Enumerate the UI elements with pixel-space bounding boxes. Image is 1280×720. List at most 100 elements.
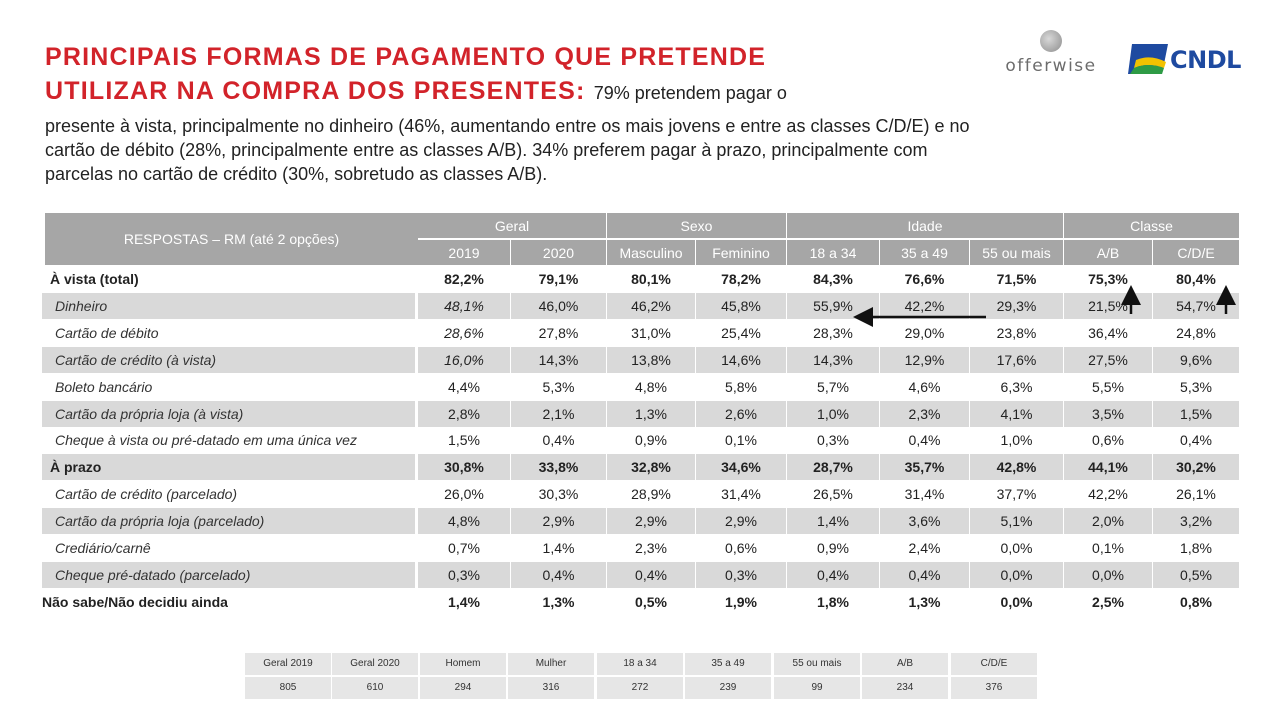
base-label: 18 a 34 xyxy=(597,653,683,675)
table-row: Cheque pré-datado (parcelado) 0,3% 0,4% 0,4… xyxy=(42,561,1242,588)
base-label: Mulher xyxy=(508,653,594,675)
table-cell: 6,3% xyxy=(1000,378,1033,395)
table-cell: 5,7% xyxy=(817,378,849,395)
table-cell: 0,3% xyxy=(696,561,786,588)
table-cell: 1,0% xyxy=(1000,432,1033,449)
table-cell: 4,1% xyxy=(970,400,1063,427)
base-value: 316 xyxy=(508,677,594,699)
row-label: Cartão da própria loja (à vista) xyxy=(55,405,244,422)
table-cell: 71,5% xyxy=(996,271,1037,287)
table-cell: 80,1% xyxy=(631,271,671,287)
table-cell: 31,4% xyxy=(721,486,761,503)
table-row: Cartão de crédito (parcelado) 26,0% 30,3% 2… xyxy=(42,481,1242,507)
table-cell: 0,5% xyxy=(635,593,667,610)
row-label-background xyxy=(42,292,415,319)
group-header-classe: Classe xyxy=(1064,213,1239,238)
table-cell: 29,0% xyxy=(904,324,945,341)
table-cell: 4,4% xyxy=(448,378,480,395)
table-cell: 0,8% xyxy=(1180,593,1212,610)
table-row: Cheque à vista ou pré-datado em uma únic… xyxy=(42,427,1242,453)
table-row: Dinheiro 48,1% 46,0% 46,2% 45,8% 55,9% 42,2% 29… xyxy=(42,292,1242,319)
table-cell: 0,0% xyxy=(1000,540,1033,556)
title-line-2-lead: 79% pretendem pagar o xyxy=(593,83,787,103)
table-cell: 42,8% xyxy=(970,454,1063,481)
group-header-idade: Idade xyxy=(787,213,1063,238)
table-cell: 14,6% xyxy=(696,346,786,373)
table-cell: 2,1% xyxy=(511,400,606,427)
table-cell: 48,1% xyxy=(418,292,510,319)
row-label-background xyxy=(42,454,415,481)
table-cell: 1,4% xyxy=(448,593,480,610)
base-value: 610 xyxy=(332,677,418,699)
table-cell: 37,7% xyxy=(996,486,1037,503)
row-label-background xyxy=(42,508,415,535)
table-cell: 80,4% xyxy=(1176,271,1216,287)
table-cell: 9,6% xyxy=(1153,346,1239,373)
table-row: Cartão da própria loja (à vista) 2,8% 2,1%… xyxy=(42,400,1242,427)
table-cell: 45,8% xyxy=(696,292,786,319)
base-value: 234 xyxy=(862,677,948,699)
offerwise-logo-text: offerwise xyxy=(1005,56,1097,76)
row-label: Crediário/carnê xyxy=(55,540,151,556)
table-cell: 2,3% xyxy=(635,540,667,556)
table-cell: 0,1% xyxy=(725,432,757,449)
table-cell: 78,2% xyxy=(721,271,761,287)
table-cell: 5,1% xyxy=(970,508,1063,535)
table-cell: 31,0% xyxy=(631,324,671,341)
table-cell: 2,5% xyxy=(1092,593,1124,610)
row-label: Dinheiro xyxy=(55,297,108,314)
table-row: Crediário/carnê 0,7% 1,4% 2,3% 0,6% 0,9% 2,4% 0… xyxy=(42,535,1242,561)
table-cell: 5,3% xyxy=(1180,378,1212,395)
base-value: 294 xyxy=(420,677,506,699)
table-cell: 46,2% xyxy=(607,292,695,319)
row-label: Boleto bancário xyxy=(55,378,153,395)
cndl-emblem-icon xyxy=(1128,44,1168,74)
table-cell: 1,3% xyxy=(908,593,941,610)
table-row: Cartão de crédito (à vista) 16,0% 14,3% 13,… xyxy=(42,346,1242,373)
base-value: 805 xyxy=(245,677,331,699)
table-cell: 0,3% xyxy=(817,432,849,449)
title-body: presente à vista, principalmente no dinh… xyxy=(45,116,970,184)
row-label: Cartão de crédito (à vista) xyxy=(55,351,217,368)
table-cell: 2,9% xyxy=(696,508,786,535)
title-line-2-heading: UTILIZAR NA COMPRA DOS PRESENTES: xyxy=(45,77,586,105)
base-label: Geral 2019 xyxy=(245,653,331,675)
base-label: C/D/E xyxy=(951,653,1037,675)
row-label: Cartão de crédito (parcelado) xyxy=(55,486,238,503)
globe-icon xyxy=(1040,30,1062,52)
table-cell: 42,2% xyxy=(1088,486,1128,503)
row-label: À prazo xyxy=(50,459,102,476)
table-cell: 25,4% xyxy=(721,324,761,341)
table-cell: 1,3% xyxy=(542,593,575,610)
table-cell: 36,4% xyxy=(1088,324,1128,341)
base-value: 376 xyxy=(951,677,1037,699)
table-cell: 4,6% xyxy=(908,378,941,395)
column-header: 35 a 49 xyxy=(880,240,969,265)
table-cell: 4,8% xyxy=(635,378,667,395)
table-cell: 28,3% xyxy=(813,324,853,341)
cndl-logo-text: CNDL xyxy=(1170,46,1241,74)
base-label: Geral 2020 xyxy=(332,653,418,675)
table-cell: 0,0% xyxy=(1064,561,1152,588)
table-cell: 28,6% xyxy=(444,324,484,341)
table-cell: 0,5% xyxy=(1153,561,1239,588)
table-cell: 84,3% xyxy=(813,271,853,287)
row-label: Cheque à vista ou pré-datado em uma únic… xyxy=(55,432,357,449)
row-label: Não sabe/Não decidiu ainda xyxy=(42,593,228,610)
table-cell: 27,5% xyxy=(1064,346,1152,373)
offerwise-logo: offerwise xyxy=(995,30,1107,76)
table-cell: 23,8% xyxy=(996,324,1037,341)
row-label: Cartão de débito xyxy=(55,324,159,341)
base-value: 99 xyxy=(774,677,860,699)
table-cell: 24,8% xyxy=(1176,324,1216,341)
table-cell: 5,8% xyxy=(725,378,757,395)
base-label: A/B xyxy=(862,653,948,675)
table-row: Boleto bancário 4,4% 5,3% 4,8% 5,8% 5,7% 4,6% 6… xyxy=(42,374,1242,400)
table-cell: 0,4% xyxy=(1180,432,1212,449)
column-header: 55 ou mais xyxy=(970,240,1063,265)
table-cell: 0,1% xyxy=(1092,540,1124,556)
table-cell: 1,4% xyxy=(787,508,879,535)
table-cell: 1,8% xyxy=(1180,540,1212,556)
table-cell: 1,5% xyxy=(448,432,480,449)
